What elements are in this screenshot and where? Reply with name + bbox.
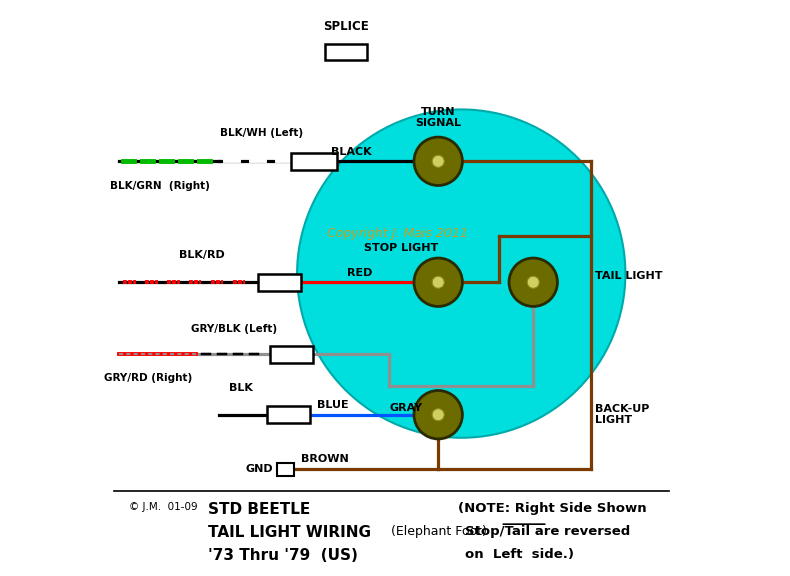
Text: TAIL LIGHT WIRING: TAIL LIGHT WIRING — [208, 525, 371, 540]
Text: on  Left  side.): on Left side.) — [465, 548, 574, 562]
Bar — [269, 346, 313, 363]
Text: GRY/RD (Right): GRY/RD (Right) — [104, 373, 193, 382]
Text: BLK/RD: BLK/RD — [179, 251, 225, 260]
Text: BROWN: BROWN — [301, 454, 349, 464]
Text: BLK: BLK — [228, 383, 253, 393]
Bar — [258, 274, 302, 291]
Circle shape — [527, 276, 540, 289]
Text: GRAY: GRAY — [389, 403, 423, 413]
Text: © J.M.  01-09: © J.M. 01-09 — [129, 502, 198, 512]
Circle shape — [414, 258, 462, 306]
Circle shape — [297, 109, 626, 438]
Circle shape — [432, 156, 444, 168]
Text: STOP LIGHT: STOP LIGHT — [363, 244, 438, 253]
Text: Stop/Tail are reversed: Stop/Tail are reversed — [465, 525, 630, 539]
Text: BLK/WH (Left): BLK/WH (Left) — [220, 128, 303, 138]
Text: TURN
SIGNAL: TURN SIGNAL — [416, 107, 461, 128]
Text: (NOTE: Right Side Shown: (NOTE: Right Side Shown — [458, 502, 647, 516]
Bar — [325, 44, 367, 60]
Text: TAIL LIGHT: TAIL LIGHT — [596, 271, 663, 282]
Bar — [267, 406, 310, 423]
Bar — [292, 153, 337, 170]
Circle shape — [432, 409, 444, 420]
Text: STD BEETLE: STD BEETLE — [208, 502, 310, 517]
Circle shape — [414, 137, 462, 185]
Text: (Elephant Foot): (Elephant Foot) — [383, 525, 487, 539]
Text: RED: RED — [347, 268, 372, 278]
Text: '73 Thru '79  (US): '73 Thru '79 (US) — [208, 548, 358, 563]
Text: GND: GND — [245, 464, 273, 475]
Text: Copyright J. Mais 2011: Copyright J. Mais 2011 — [327, 227, 468, 240]
Text: BACK-UP
LIGHT: BACK-UP LIGHT — [596, 404, 650, 425]
Text: BLACK: BLACK — [331, 147, 372, 157]
Text: BLK/GRN  (Right): BLK/GRN (Right) — [110, 181, 210, 191]
Text: GRY/BLK (Left): GRY/BLK (Left) — [190, 324, 276, 334]
Text: BLUE: BLUE — [318, 400, 349, 410]
Circle shape — [509, 258, 558, 306]
Circle shape — [414, 391, 462, 439]
Bar — [277, 463, 294, 476]
Circle shape — [432, 276, 444, 289]
Text: SPLICE: SPLICE — [323, 20, 369, 33]
